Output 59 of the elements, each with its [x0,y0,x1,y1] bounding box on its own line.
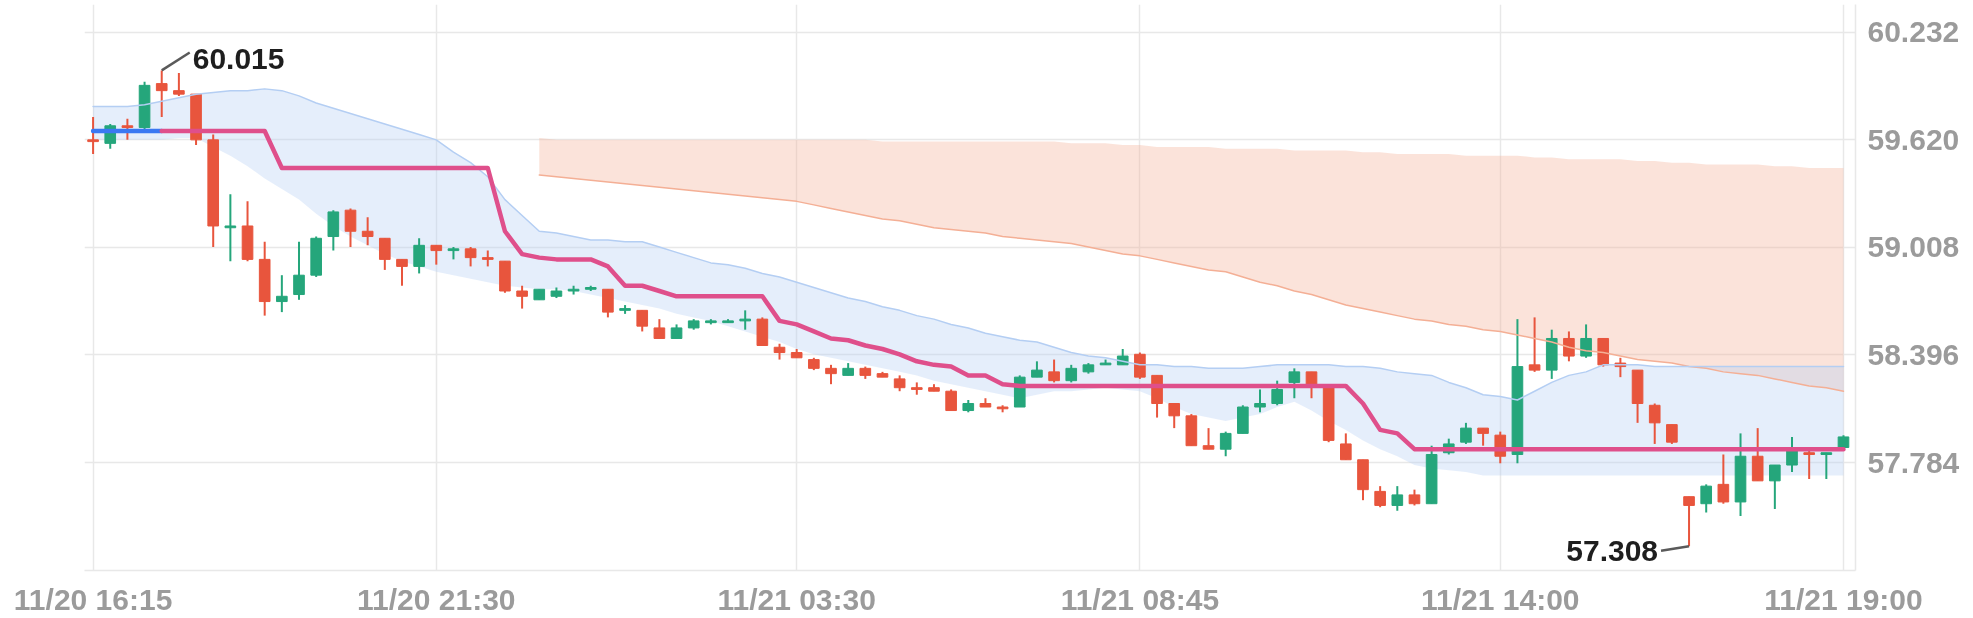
candlestick [293,240,305,301]
candlestick [224,193,237,263]
annotation: 57.308 [1566,533,1659,567]
candlestick [1288,367,1301,400]
annotation: 60.015 [192,41,285,75]
candlestick [276,274,288,314]
x-tick-label: 11/21 03:30 [717,582,876,616]
candlestick [1391,485,1404,512]
candlestick [1786,435,1798,474]
candlestick [379,237,391,271]
candlestick [653,318,666,340]
candlestick [1563,330,1575,363]
candlestick [1202,427,1215,451]
candlestick [1666,423,1678,445]
candlestick [825,363,837,386]
candlestick [361,216,374,247]
candlestick [1820,451,1833,481]
candlestick [1254,388,1266,414]
candlestick [155,69,168,118]
y-tick-label: 58.396 [1867,338,1960,371]
y-tick-label: 59.008 [1867,230,1960,264]
candlestick [1528,316,1541,373]
candlestick [602,288,614,319]
candlestick [1580,323,1592,359]
candlestick [1168,402,1181,430]
candlestick [1648,402,1661,445]
candlestick [87,116,99,155]
candlestick [1700,483,1713,514]
candlestick [516,284,528,310]
candlestick [173,72,185,97]
candlestick [344,207,357,249]
candlestick [464,246,477,268]
y-tick-label: 59.620 [1867,122,1960,156]
candlestick [413,237,425,275]
candlestick [1374,485,1386,509]
x-tick-label: 11/21 14:00 [1421,582,1580,616]
y-tick-label: 57.784 [1867,445,1960,479]
candlestick [1803,449,1815,481]
x-tick-label: 11/21 19:00 [1764,582,1923,616]
candlestick [1460,421,1472,445]
x-tick-label: 11/20 16:15 [13,582,173,616]
candlestick [636,309,649,333]
candlestick [1717,453,1730,505]
candlestick [1219,430,1232,458]
candlestick [121,117,134,141]
candlestick [1683,495,1695,548]
y-tick-label: 60.232 [1867,15,1960,49]
candlestick [945,388,957,412]
candlestick [396,258,408,287]
candlestick [1340,432,1352,461]
candlestick [1769,464,1781,510]
candlestick [739,309,752,331]
candlestick [1271,379,1283,407]
candlestick [1134,351,1146,380]
candlestick [430,244,443,266]
line-series [92,88,1845,401]
x-tick-label: 11/20 21:30 [357,582,516,616]
x-tick-label: 11/21 08:45 [1060,582,1220,616]
candlestick [1048,358,1060,384]
